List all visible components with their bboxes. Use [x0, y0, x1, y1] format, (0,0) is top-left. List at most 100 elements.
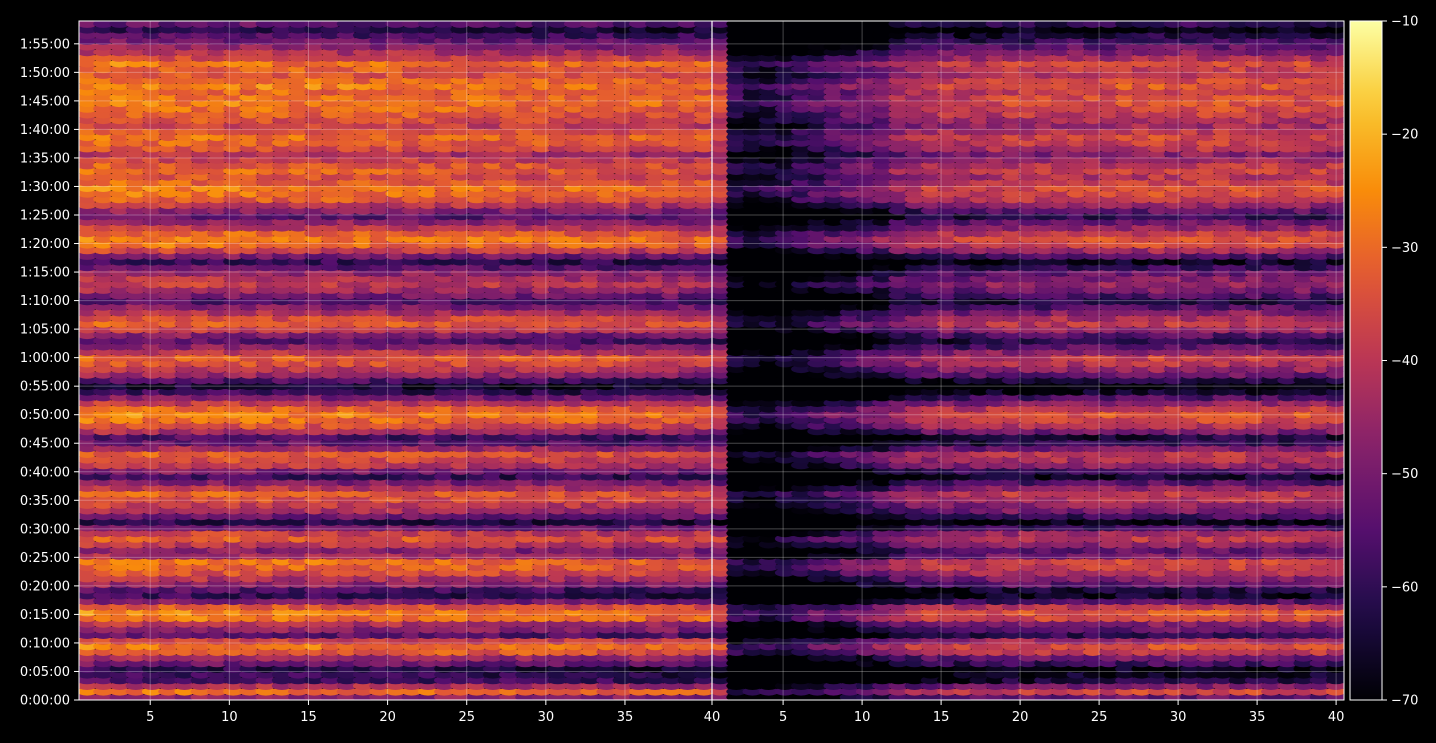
heatmap-cell [515, 568, 536, 577]
heatmap-cell [563, 647, 585, 657]
heatmap-cell [320, 596, 341, 606]
heatmap-cell [628, 653, 650, 662]
heatmap-cell [190, 579, 211, 589]
heatmap-cell [645, 664, 666, 674]
heatmap-cell [190, 676, 211, 685]
heatmap-cells [79, 21, 1344, 700]
heatmap-cell [434, 568, 455, 577]
heatmap-cell [304, 664, 325, 674]
heatmap-cell [693, 647, 715, 657]
heatmap-cell [304, 625, 325, 634]
heatmap-cell [482, 664, 503, 674]
heatmap-cell [223, 625, 244, 634]
heatmap-cell [109, 653, 130, 662]
heatmap-cell [369, 613, 390, 623]
heatmap-cell [288, 653, 309, 662]
heatmap-cell [174, 647, 195, 657]
heatmap-cell [271, 608, 292, 617]
heatmap-cell [645, 568, 666, 577]
heatmap-cell [661, 596, 682, 606]
heatmap-cell [580, 681, 601, 691]
heatmap-cell [304, 676, 325, 685]
heatmap-cell [223, 681, 244, 691]
heatmap-cell [645, 585, 666, 594]
heatmap-cell [174, 664, 195, 674]
heatmap-cell [369, 681, 390, 691]
heatmap-cell [190, 596, 211, 606]
heatmap-cell [206, 664, 228, 674]
heatmap-cell [125, 608, 146, 617]
heatmap-cell [369, 625, 390, 634]
heatmap-cell [499, 636, 520, 645]
heatmap-cell [206, 676, 228, 685]
heatmap-cell [158, 613, 179, 623]
heatmap-cell [531, 664, 552, 674]
heatmap-cell [320, 653, 341, 662]
heatmap-cell [563, 636, 585, 645]
heatmap-cell [336, 653, 357, 662]
heatmap-cell [499, 568, 520, 577]
heatmap-cell [482, 681, 503, 691]
heatmap-cell [336, 664, 357, 674]
heatmap-cell [223, 664, 244, 674]
heatmap-cell [628, 596, 650, 606]
heatmap-cell [320, 568, 341, 577]
heatmap-cell [515, 596, 536, 606]
heatmap-cell [580, 647, 601, 657]
heatmap-cell [206, 568, 228, 577]
heatmap-cell [531, 676, 552, 685]
heatmap-cell [271, 653, 292, 662]
heatmap-cell [693, 568, 715, 577]
heatmap-cell [612, 596, 633, 606]
heatmap-cell [141, 596, 163, 606]
heatmap-cell [288, 676, 309, 685]
heatmap-cell [677, 568, 698, 577]
heatmap-cell [320, 647, 341, 657]
heatmap-cell [450, 664, 471, 674]
heatmap-cell [158, 636, 179, 645]
heatmap-cell [515, 608, 536, 617]
heatmap-cell [304, 681, 325, 691]
heatmap-cell [482, 653, 503, 662]
heatmap-cell [434, 613, 455, 623]
heatmap-cell [174, 585, 195, 594]
heatmap-cell [401, 681, 422, 691]
heatmap-cell [515, 647, 536, 657]
heatmap-cell [450, 608, 471, 617]
heatmap-cell [109, 585, 130, 594]
heatmap-cell [401, 613, 422, 623]
heatmap-cell [693, 636, 715, 645]
heatmap-cell [206, 596, 228, 606]
heatmap-cell [466, 613, 487, 623]
heatmap-cell [450, 596, 471, 606]
heatmap-cell [288, 625, 309, 634]
heatmap-cell [531, 636, 552, 645]
heatmap-cell [93, 579, 114, 589]
heatmap-cell [531, 681, 552, 691]
heatmap-cell [336, 676, 357, 685]
heatmap-cell [223, 613, 244, 623]
heatmap-cell [401, 568, 422, 577]
heatmap-cell [174, 579, 195, 589]
heatmap-cell [320, 579, 341, 589]
heatmap-cell [563, 676, 585, 685]
heatmap-cell [417, 613, 439, 623]
heatmap-cell [141, 579, 163, 589]
heatmap-cell [109, 596, 130, 606]
heatmap-cell [125, 625, 146, 634]
heatmap-cell [255, 608, 276, 617]
heatmap-cell [596, 647, 617, 657]
heatmap-cell [693, 585, 715, 594]
heatmap-cell [288, 585, 309, 594]
heatmap-cell [255, 585, 276, 594]
heatmap-cell [450, 653, 471, 662]
heatmap-cell [271, 585, 292, 594]
heatmap-cell [385, 647, 406, 657]
heatmap-cell [677, 585, 698, 594]
heatmap-cell [645, 681, 666, 691]
heatmap-cell [693, 608, 715, 617]
heatmap-cell [271, 647, 292, 657]
heatmap-cell [288, 636, 309, 645]
heatmap-cell [141, 676, 163, 685]
heatmap-cell [158, 664, 179, 674]
